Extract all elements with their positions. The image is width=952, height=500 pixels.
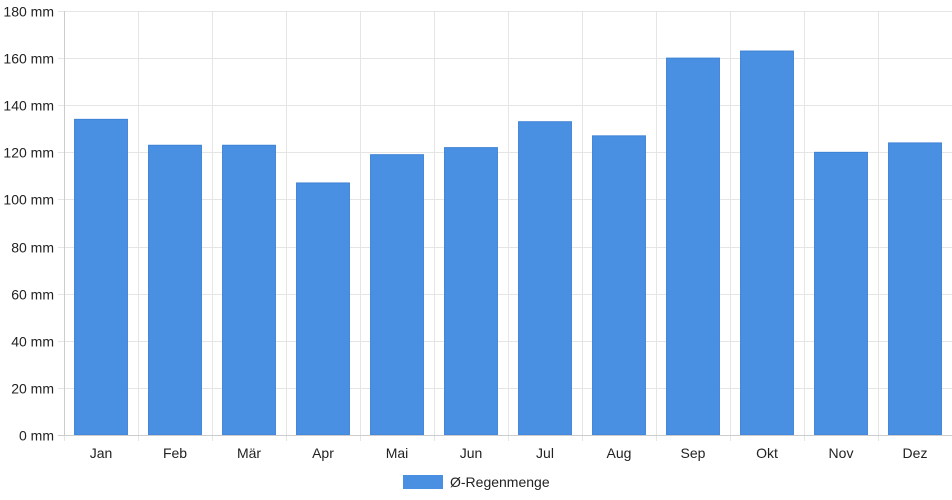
- x-tick-label: Jun: [460, 445, 483, 461]
- x-tick-label: Okt: [756, 445, 778, 461]
- y-tick-label: 0 mm: [19, 428, 54, 444]
- y-tick-label: 140 mm: [3, 98, 54, 114]
- x-tick-label: Mai: [386, 445, 409, 461]
- bar[interactable]: [814, 151, 868, 436]
- y-tick-label: 40 mm: [11, 334, 54, 350]
- x-axis-tick-labels: Jan Feb Mär Apr Mai Jun Jul Aug Sep Okt Nov Dez: [90, 445, 928, 461]
- x-tick-label: Jan: [90, 445, 113, 461]
- y-tick-label: 100 mm: [3, 192, 54, 208]
- x-tick-label: Jul: [536, 445, 554, 461]
- y-tick-label: 60 mm: [11, 287, 54, 303]
- bar[interactable]: [666, 57, 720, 436]
- bars: [74, 50, 942, 436]
- y-axis-tick-labels: 0 mm 20 mm 40 mm 60 mm 80 mm 100 mm 120 mm 140 …: [3, 4, 54, 444]
- bar[interactable]: [888, 142, 942, 436]
- legend-swatch[interactable]: [403, 475, 443, 489]
- bar[interactable]: [148, 144, 202, 436]
- legend-label[interactable]: Ø-Regenmenge: [450, 474, 550, 490]
- bar[interactable]: [370, 154, 424, 436]
- x-tick-label: Mär: [237, 445, 261, 461]
- y-tick-label: 20 mm: [11, 381, 54, 397]
- bar[interactable]: [444, 147, 498, 436]
- y-tick-label: 80 mm: [11, 240, 54, 256]
- bar[interactable]: [740, 50, 794, 436]
- bar[interactable]: [518, 121, 572, 436]
- x-tick-label: Feb: [163, 445, 187, 461]
- bar[interactable]: [222, 144, 276, 436]
- axes: [58, 11, 952, 436]
- y-tick-label: 120 mm: [3, 145, 54, 161]
- x-tick-label: Nov: [829, 445, 854, 461]
- y-tick-label: 180 mm: [3, 4, 54, 20]
- x-tick-label: Apr: [312, 445, 334, 461]
- bar[interactable]: [592, 135, 646, 436]
- bar[interactable]: [74, 118, 128, 436]
- x-tick-label: Sep: [681, 445, 706, 461]
- legend[interactable]: Ø-Regenmenge: [403, 474, 550, 490]
- y-tick-label: 160 mm: [3, 51, 54, 67]
- x-tick-label: Dez: [903, 445, 928, 461]
- bar[interactable]: [296, 182, 350, 436]
- x-tick-label: Aug: [607, 445, 632, 461]
